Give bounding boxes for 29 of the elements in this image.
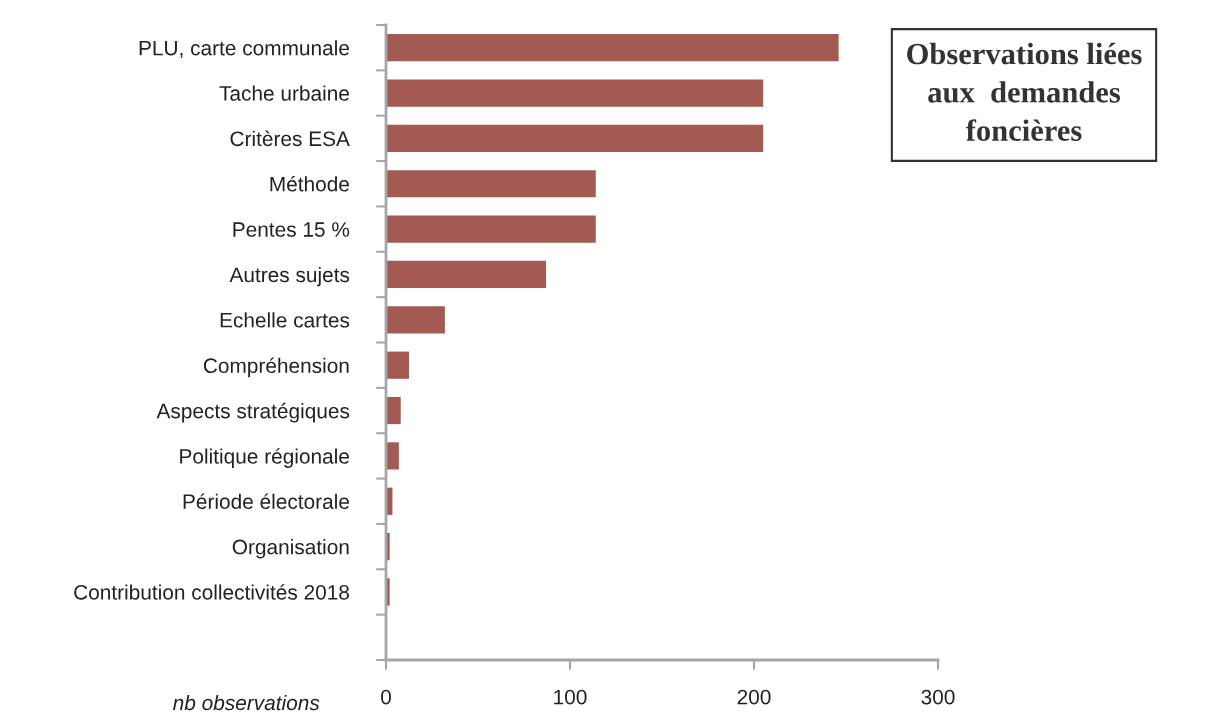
y-tick-label: Contribution collectivités 2018 — [74, 584, 349, 600]
y-tick-label: Echelle cartes — [220, 312, 350, 328]
bar — [386, 442, 399, 470]
x-tick-label: 0 — [381, 689, 391, 705]
y-tick-label: Tache urbaine — [219, 85, 349, 101]
y-tick-label: Autres sujets — [229, 266, 350, 287]
y-tick-label: Compréhension — [203, 357, 349, 378]
bar — [386, 34, 839, 62]
bar — [386, 79, 764, 107]
bar — [386, 124, 764, 152]
bar — [386, 170, 596, 198]
bar — [386, 306, 445, 334]
x-tick-label: 200 — [737, 689, 771, 705]
y-tick-label: Aspects stratégiques — [156, 402, 350, 423]
bar — [386, 351, 409, 379]
x-tick-label: 300 — [921, 689, 955, 705]
bar — [386, 260, 547, 289]
y-tick-label: Critères ESA — [230, 130, 350, 147]
y-tick-label: Période électorale — [183, 493, 349, 509]
y-tick-label: Méthode — [270, 175, 349, 192]
y-tick-label: Pentes 15 % — [233, 222, 350, 237]
x-tick-label: 100 — [554, 689, 587, 705]
bar — [386, 215, 596, 243]
y-tick-label: PLU, carte communale — [139, 40, 349, 58]
y-tick-label: Politique régionale — [180, 448, 349, 468]
y-tick-label: Organisation — [232, 539, 349, 559]
x-axis-title: nb observations — [173, 694, 320, 711]
text: Observations liées aux demandes foncières — [907, 42, 1142, 141]
bar — [386, 396, 401, 425]
